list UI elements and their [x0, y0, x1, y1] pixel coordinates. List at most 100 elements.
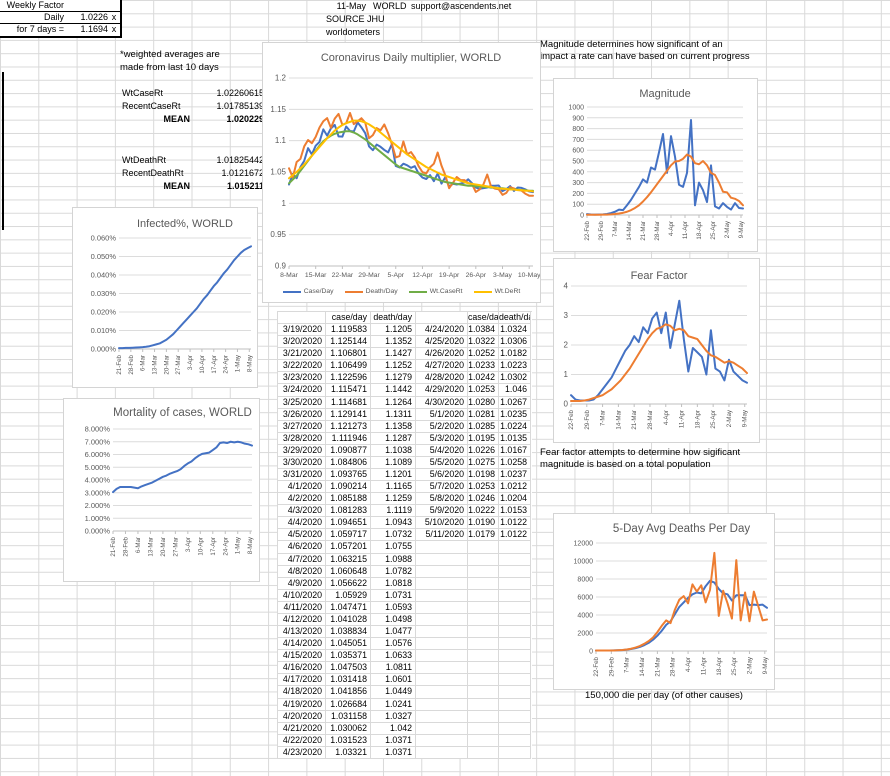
table-cell[interactable]: 1.0633 [371, 650, 416, 663]
table-cell[interactable] [499, 541, 531, 554]
table-header-cell[interactable]: death/day [499, 312, 531, 325]
table-cell[interactable]: 4/3/2020 [278, 505, 326, 518]
table-cell[interactable]: 1.0258 [499, 456, 531, 470]
table-cell[interactable] [468, 650, 499, 663]
table-cell[interactable]: 4/4/2020 [278, 517, 326, 530]
region-cell[interactable]: WORLD [373, 1, 407, 11]
table-cell[interactable] [416, 662, 468, 675]
table-cell[interactable]: 1.0246 [468, 493, 499, 506]
table-cell[interactable]: 1.060648 [326, 565, 371, 578]
chart-fear-factor[interactable]: 0 1 2 3 4 22-Feb 29-Feb 7-Mar 14-Mar 21-Mar 28-Mar… [553, 258, 760, 443]
daily-label-cell[interactable]: Daily [43, 12, 64, 22]
table-cell[interactable] [468, 710, 499, 723]
table-cell[interactable]: 1.111946 [326, 432, 371, 445]
table-cell[interactable] [499, 734, 531, 747]
table-cell[interactable]: 1.1205 [371, 324, 416, 337]
table-cell[interactable]: 1.0306 [499, 336, 531, 349]
table-cell[interactable]: 1.1089 [371, 456, 416, 470]
week-label-cell[interactable]: for 7 days = [16, 24, 64, 34]
table-cell[interactable]: 5/4/2020 [416, 444, 468, 457]
table-cell[interactable] [468, 686, 499, 699]
table-cell[interactable]: 4/15/2020 [278, 650, 326, 663]
table-cell[interactable]: 1.1264 [371, 396, 416, 409]
table-cell[interactable] [499, 589, 531, 602]
table-cell[interactable]: 1.0135 [499, 432, 531, 445]
table-cell[interactable]: 4/21/2020 [278, 722, 326, 735]
table-cell[interactable]: 1.1165 [371, 481, 416, 494]
table-cell[interactable]: 4/11/2020 [278, 601, 326, 614]
table-cell[interactable]: 5/9/2020 [416, 505, 468, 518]
table-cell[interactable] [416, 589, 468, 602]
table-cell[interactable]: 1.041856 [326, 686, 371, 699]
chart-mortality[interactable]: 0.000% 1.000% 2.000% 3.000% 4.000% 5.000% 6.00… [63, 398, 260, 582]
table-cell[interactable]: 1.094651 [326, 517, 371, 530]
table-cell[interactable]: 1.106801 [326, 348, 371, 361]
table-cell[interactable]: 1.0179 [468, 529, 499, 542]
table-cell[interactable] [499, 674, 531, 687]
table-cell[interactable]: 1.0182 [499, 348, 531, 361]
table-cell[interactable]: 1.0498 [371, 613, 416, 627]
table-cell[interactable]: 1.0449 [371, 686, 416, 699]
table-cell[interactable]: 3/25/2020 [278, 396, 326, 409]
table-cell[interactable]: 1.0576 [371, 638, 416, 651]
table-cell[interactable] [499, 650, 531, 663]
table-cell[interactable]: 1.0281 [468, 408, 499, 421]
daily-value-cell[interactable]: 1.0226 [80, 12, 108, 22]
table-cell[interactable]: 1.093765 [326, 469, 371, 482]
table-cell[interactable]: 1.106499 [326, 360, 371, 373]
chart-infected-percent[interactable]: 0.000% 0.010% 0.020% 0.030% 0.040% 0.050% 0.06… [72, 207, 258, 388]
magnitude-note-line1[interactable]: Magnitude determines how significant of … [540, 39, 723, 50]
table-cell[interactable]: 1.0233 [468, 360, 499, 373]
table-cell[interactable]: 1.0302 [499, 372, 531, 385]
table-cell[interactable]: 1.115471 [326, 384, 371, 397]
table-cell[interactable]: 4/14/2020 [278, 638, 326, 651]
table-cell[interactable]: 4/24/2020 [416, 324, 468, 337]
table-cell[interactable]: 4/19/2020 [278, 698, 326, 711]
table-cell[interactable]: 1.0241 [371, 698, 416, 711]
table-cell[interactable]: 1.1311 [371, 408, 416, 421]
table-cell[interactable]: 1.035371 [326, 650, 371, 663]
table-cell[interactable]: 4/22/2020 [278, 734, 326, 747]
table-cell[interactable]: 1.125144 [326, 336, 371, 349]
chart-magnitude[interactable]: 0 100 200 300 400 500 600 700 800 900 1000 22-Feb 29… [553, 78, 758, 252]
table-cell[interactable]: 1.0280 [468, 396, 499, 409]
table-cell[interactable]: 1.041028 [326, 613, 371, 627]
table-cell[interactable]: 1.085188 [326, 493, 371, 506]
table-cell[interactable]: 5/10/2020 [416, 517, 468, 530]
table-cell[interactable] [468, 674, 499, 687]
table-cell[interactable] [499, 601, 531, 614]
table-cell[interactable]: 1.0732 [371, 529, 416, 542]
table-cell[interactable]: 1.0223 [499, 360, 531, 373]
table-cell[interactable] [468, 638, 499, 651]
email-cell[interactable]: support@ascendents.net [411, 1, 512, 11]
table-cell[interactable]: 1.0371 [371, 734, 416, 747]
table-header-cell[interactable]: death/day [371, 312, 416, 325]
fear-note-line2[interactable]: magnitude is based on a total population [540, 459, 711, 470]
table-cell[interactable]: 1.1352 [371, 336, 416, 349]
weighted-note-line1[interactable]: *weighted averages are [120, 49, 220, 60]
table-cell[interactable]: 1.1279 [371, 372, 416, 385]
table-cell[interactable]: 1.0242 [468, 372, 499, 385]
death-mean-row[interactable]: MEAN 1.015211 [122, 181, 265, 191]
table-cell[interactable]: 4/29/2020 [416, 384, 468, 397]
table-cell[interactable]: 1.090877 [326, 444, 371, 457]
table-cell[interactable] [468, 746, 499, 759]
table-cell[interactable]: 5/11/2020 [416, 529, 468, 542]
table-cell[interactable]: 1.056622 [326, 577, 371, 590]
table-cell[interactable] [499, 638, 531, 651]
table-cell[interactable] [416, 710, 468, 723]
table-cell[interactable]: 1.0267 [499, 396, 531, 409]
table-cell[interactable]: 1.0153 [499, 505, 531, 518]
case-mean-row[interactable]: MEAN 1.020229 [122, 114, 265, 124]
table-header-cell[interactable] [416, 312, 468, 325]
table-cell[interactable]: 1.031523 [326, 734, 371, 747]
table-cell[interactable]: 3/26/2020 [278, 408, 326, 421]
table-cell[interactable]: 1.0782 [371, 565, 416, 578]
table-cell[interactable]: 4/1/2020 [278, 481, 326, 494]
table-cell[interactable]: 1.059717 [326, 529, 371, 542]
magnitude-note-line2[interactable]: impact a rate can have based on current … [540, 51, 750, 62]
table-cell[interactable] [416, 722, 468, 735]
table-cell[interactable]: 1.0226 [468, 444, 499, 457]
table-cell[interactable]: 1.114681 [326, 396, 371, 409]
table-cell[interactable]: 5/5/2020 [416, 456, 468, 470]
